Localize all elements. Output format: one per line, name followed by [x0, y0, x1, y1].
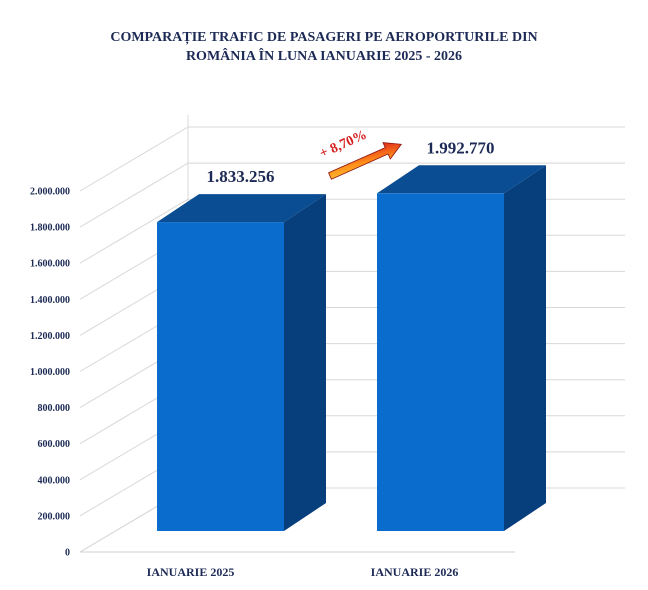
y-tick-label: 1.200.000 [30, 331, 70, 342]
y-tick-label: 0 [65, 548, 70, 559]
growth-annotation: + 8,70% [318, 128, 403, 180]
x-axis-categories: IANUARIE 2025 IANUARIE 2026 [147, 565, 459, 579]
gridline-diagonal [79, 126, 189, 192]
bar-side [284, 194, 326, 531]
arrow-up-right-icon [328, 142, 403, 180]
y-tick-label: 1.400.000 [30, 295, 70, 306]
bar-1: 1.833.256 [157, 167, 326, 531]
y-tick-label: 800.000 [38, 403, 71, 414]
chart-title: COMPARAȚIE TRAFIC DE PASAGERI PE AEROPOR… [0, 28, 648, 66]
growth-label: + 8,70% [318, 128, 370, 162]
y-tick-label: 400.000 [38, 475, 71, 486]
chart-title-line1: COMPARAȚIE TRAFIC DE PASAGERI PE AEROPOR… [110, 30, 538, 45]
y-axis-ticks: 0 200.000 400.000 600.000 800.000 1.000.000 1.… [30, 187, 70, 559]
bar-front [157, 222, 284, 531]
y-tick-label: 2.000.000 [30, 187, 70, 198]
bar-2: 1.992.770 [377, 138, 546, 532]
chart-title-line2: ROMÂNIA ÎN LUNA IANUARIE 2025 - 2026 [185, 49, 463, 64]
bar-side [504, 165, 546, 532]
x-tick-label: IANUARIE 2025 [147, 565, 235, 579]
x-tick-label: IANUARIE 2026 [371, 565, 459, 579]
bar-front [377, 193, 504, 532]
data-label: 1.992.770 [427, 138, 495, 157]
data-label: 1.833.256 [207, 167, 275, 186]
gridline-diagonal [79, 198, 189, 264]
y-tick-label: 1.800.000 [30, 223, 70, 234]
y-tick-label: 600.000 [38, 439, 71, 450]
bars: 1.833.256 1.992.770 [157, 138, 546, 532]
bar-top [377, 165, 546, 194]
y-tick-label: 200.000 [38, 511, 71, 522]
y-tick-label: 1.600.000 [30, 259, 70, 270]
y-tick-label: 1.000.000 [30, 367, 70, 378]
gridline-diagonal [79, 162, 189, 228]
bar-top [157, 194, 326, 223]
